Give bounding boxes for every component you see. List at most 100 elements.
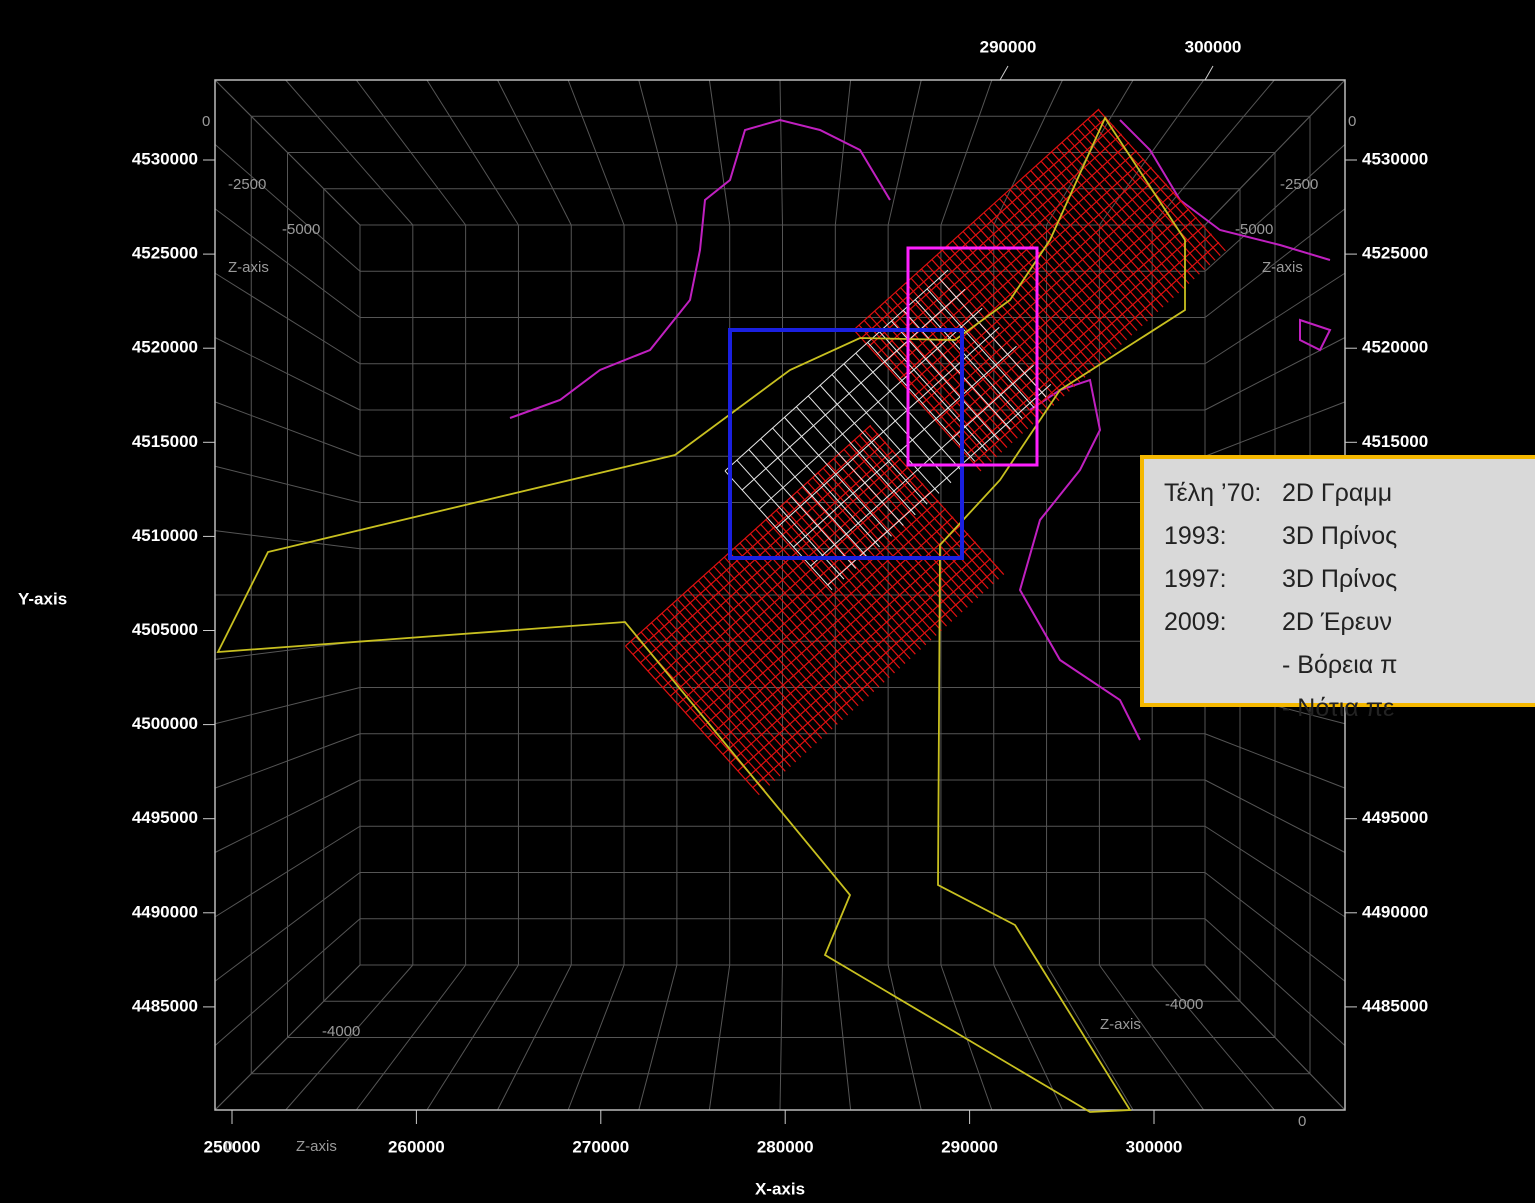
survey-line [748,449,857,569]
x-tick-label: 250000 [204,1137,261,1156]
survey-line [714,524,962,747]
survey-line [936,254,1065,397]
survey-line [707,516,954,739]
survey-line [647,449,894,672]
z-axis-label: -2500 [228,176,266,193]
y-tick-label: 4495000 [1362,808,1428,827]
coastline [509,118,1141,741]
z-axis-label: -5000 [282,221,320,238]
y-tick-label: 4485000 [1362,996,1428,1015]
survey-line [883,141,1130,364]
survey-line [952,240,1081,383]
spacer [1164,694,1282,737]
survey-line [1004,193,1133,336]
legend-row: - Νότια πε [1164,694,1535,737]
survey-line [760,438,869,559]
survey-line [935,200,1182,422]
y-tick-label: 4485000 [132,996,198,1015]
x-tick-label: 290000 [941,1137,998,1156]
legend-row: - Βόρεια π [1164,651,1535,694]
y-tick-label: 4530000 [1362,149,1428,168]
y-tick-label: 4510000 [132,526,198,545]
survey-line [868,125,1115,347]
z-axis-label: Z-axis [1100,1016,1141,1033]
survey-line [744,558,992,780]
z-axis-label: 0 [202,113,210,130]
y-tick-label: 4500000 [132,714,198,733]
survey-line [729,541,977,764]
survey-line [692,499,939,722]
legend-text: 3D Πρίνος [1282,522,1398,550]
survey-line [905,166,1152,389]
survey-line [965,233,1212,456]
survey-line [831,374,940,494]
spacer [1164,651,1282,694]
area-1993 [728,328,964,560]
y-tick-label: 4495000 [132,808,198,827]
legend-text: 3D Πρίνος [1282,565,1398,593]
z-axis-label: 0 [1298,1113,1306,1130]
survey-line [1009,188,1138,331]
legend-row: 1993: 3D Πρίνος [1164,522,1535,565]
legend-row: 1997: 3D Πρίνος [1164,565,1535,608]
survey-line [943,208,1190,431]
z-axis-label: 0 [1348,113,1356,130]
legend-text: - Βόρεια π [1282,651,1398,679]
legend-text: 2D Γραμμ [1282,479,1393,507]
survey-line [819,384,928,505]
survey-line [1061,142,1190,285]
tick-mark [999,65,1009,81]
y-tick-label: 4525000 [1362,244,1428,263]
survey-line [1045,156,1174,299]
survey-line [867,342,976,462]
z-axis-label: 0 [225,1138,233,1155]
survey-line [1019,179,1148,322]
survey-line [999,198,1128,341]
y-tick-label: 4505000 [132,620,198,639]
legend-year: Τέλη ’70: [1164,479,1262,507]
survey-line [670,474,917,697]
survey-line [632,433,879,655]
survey-line [1051,151,1180,294]
survey-line [662,466,909,689]
y-tick-label: 4530000 [132,149,198,168]
y-tick-label: 4525000 [132,244,198,263]
x-tick-label: 290000 [980,37,1037,56]
legend-year: 2009: [1164,608,1227,636]
legend-text: 2D Έρευν [1282,608,1393,636]
y-tick-label: 4490000 [1362,902,1428,921]
x-tick-label: 280000 [757,1137,814,1156]
x-axis-label: X-axis [755,1179,805,1198]
survey-line [860,116,1107,339]
survey-line [928,191,1175,414]
survey-line [772,427,880,548]
survey-line [1092,113,1221,256]
survey-line [793,345,1017,548]
z-axis-label: -5000 [1235,221,1273,238]
survey-line [737,549,984,772]
legend-box: Τέλη ’70: 2D Γραμμ 1993: 3D Πρίνος 1997: 3D Π… [1140,455,1535,722]
survey-line [1030,170,1159,313]
survey-line [967,226,1096,369]
survey-line [1097,109,1226,252]
survey-line [752,566,999,789]
legend-year: 1993: [1164,522,1227,550]
survey-line [722,533,969,755]
survey-line [677,483,924,705]
survey-line [962,231,1091,374]
survey-line [1035,165,1164,308]
survey-line [947,245,1076,388]
survey-line [973,241,1220,464]
survey-line [724,269,949,472]
legend-row: 2009: 2D Έρευν [1164,608,1535,651]
survey-lines [625,424,1005,796]
survey-map [214,79,1346,1113]
z-axis-label: -2500 [1280,176,1318,193]
survey-line [1066,137,1195,280]
legend-text: - Νότια πε [1282,694,1395,722]
x-tick-label: 260000 [388,1137,445,1156]
z-axis-label: Z-axis [1262,259,1303,276]
x-tick-label: 270000 [572,1137,629,1156]
survey-line [957,235,1086,378]
